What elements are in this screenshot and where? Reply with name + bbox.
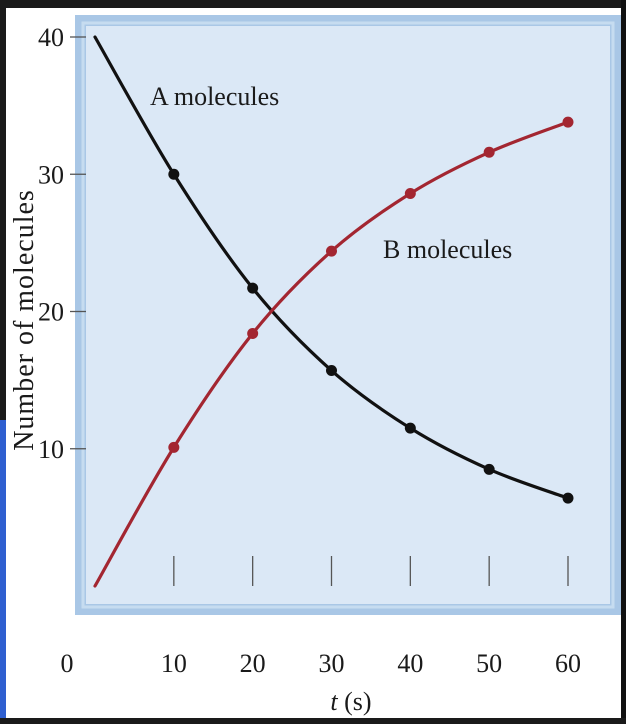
top-edge-bar xyxy=(0,0,626,8)
y-tick-marks xyxy=(70,36,86,450)
annotation-b-molecules: B molecules xyxy=(383,235,512,264)
y-tick-label-40: 40 xyxy=(38,23,64,52)
x-tick-label-30: 30 xyxy=(319,649,345,678)
data-point-b-40 xyxy=(404,187,416,199)
x-tick-label-20: 20 xyxy=(240,649,266,678)
data-point-b-60 xyxy=(562,116,574,128)
bottom-edge-bar xyxy=(0,718,626,724)
data-point-b-30 xyxy=(326,245,337,257)
points-layer xyxy=(168,116,574,504)
x-axis-unit: (s) xyxy=(338,687,372,716)
plot-inner-border xyxy=(81,21,615,609)
right-edge-bar xyxy=(621,0,626,724)
data-point-a-50 xyxy=(483,463,495,475)
x-tick-label-40: 40 xyxy=(397,649,423,678)
origin-label: 0 xyxy=(61,649,74,678)
data-point-b-20 xyxy=(247,327,259,339)
x-axis-title: t (s) xyxy=(330,687,371,716)
y-tick-labels: 10 20 30 40 xyxy=(38,23,64,464)
x-axis-variable: t xyxy=(330,687,338,716)
y-axis-title: Number of molecules xyxy=(9,189,40,451)
left-edge-accent-bar xyxy=(0,420,6,724)
y-tick-label-20: 20 xyxy=(38,298,64,327)
annotation-a-molecules: A molecules xyxy=(150,82,279,111)
data-point-a-10 xyxy=(168,168,180,180)
data-point-a-60 xyxy=(562,492,574,504)
data-point-a-30 xyxy=(326,365,337,377)
data-point-a-20 xyxy=(247,282,259,294)
x-tick-label-50: 50 xyxy=(476,649,502,678)
x-tick-labels: 10 20 30 40 50 60 xyxy=(161,649,581,678)
data-point-b-10 xyxy=(168,441,180,453)
data-point-a-40 xyxy=(404,422,416,434)
y-tick-label-10: 10 xyxy=(38,435,64,464)
plot-area xyxy=(86,26,610,604)
x-tick-marks xyxy=(173,556,569,586)
x-tick-label-10: 10 xyxy=(161,649,187,678)
x-tick-label-60: 60 xyxy=(555,649,581,678)
y-tick-label-30: 30 xyxy=(38,160,64,189)
data-point-b-50 xyxy=(483,146,495,158)
left-edge-bar xyxy=(0,0,6,420)
